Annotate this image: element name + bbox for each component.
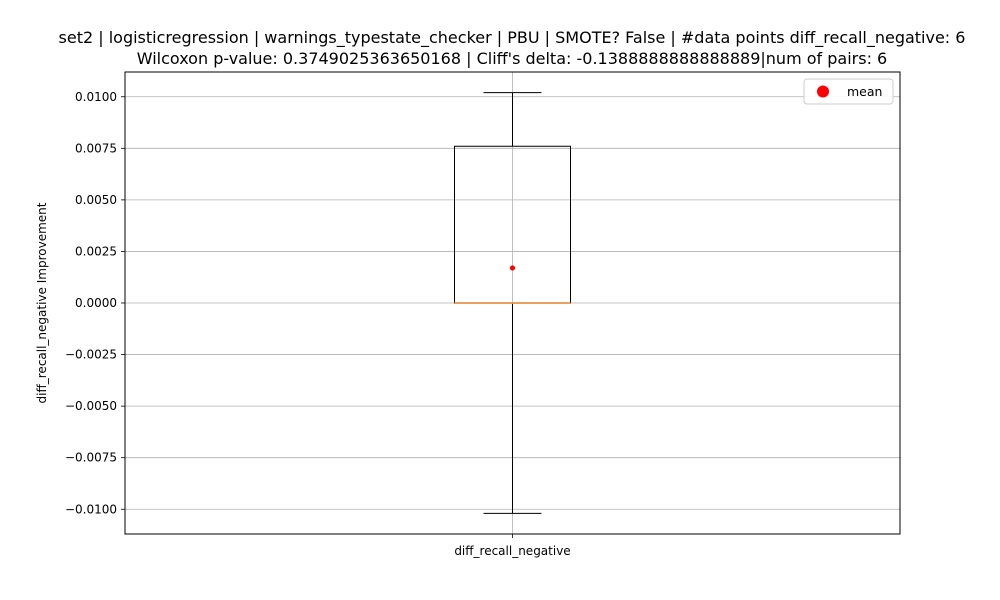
x-tick-label: diff_recall_negative	[454, 544, 570, 558]
y-tick-label: −0.0075	[65, 451, 117, 465]
y-tick-label: −0.0100	[65, 502, 117, 516]
legend-marker-mean	[817, 85, 829, 98]
title-line-2: Wilcoxon p-value: 0.3749025363650168 | C…	[137, 49, 887, 68]
legend: mean	[803, 78, 894, 105]
legend-box	[803, 78, 894, 105]
y-tick-label: 0.0075	[75, 141, 117, 155]
title-line-1: set2 | logisticregression | warnings_typ…	[59, 28, 966, 48]
chart-title: set2 | logisticregression | warnings_typ…	[59, 28, 966, 68]
box-series	[454, 92, 571, 514]
plot-frame	[124, 71, 901, 535]
y-tick-label: −0.0050	[65, 399, 117, 413]
legend-label: mean	[847, 84, 882, 99]
y-tick-label: −0.0025	[65, 348, 117, 362]
y-tick-label: 0.0100	[75, 90, 117, 104]
y-tick-label: 0.0050	[75, 193, 117, 207]
y-tick-label: 0.0000	[75, 296, 117, 310]
x-axis: diff_recall_negative	[454, 534, 571, 558]
y-axis: −0.0100 −0.0075 −0.0050 −0.0025 0.0000 0.0025…	[65, 90, 125, 516]
y-tick-label: 0.0025	[75, 244, 117, 258]
mean-point	[509, 265, 516, 271]
y-axis-label: diff_recall_negative Improvement	[35, 202, 49, 403]
